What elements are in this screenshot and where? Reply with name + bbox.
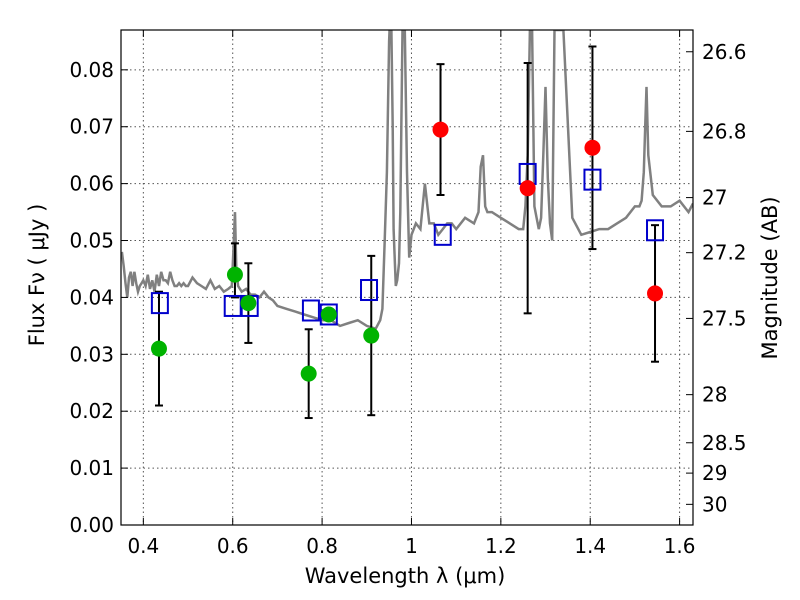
mag-tick-label: 26.8 [702,119,747,143]
mag-tick-label: 30 [702,492,727,516]
tick-labels: 0.4 0.6 0.8 1 1.2 1.4 1.6 0.00 0.01 0.02 0.03 0.04 0… [69,40,746,558]
model-spectrum-line [121,30,693,331]
y-tick-label: 0.01 [69,456,114,480]
axis-ticks [121,30,693,526]
y-tick-label: 0.00 [69,513,114,537]
y-axis-label: Flux Fν ( μJy ) [25,204,49,347]
x-tick-label: 0.8 [306,534,338,558]
circle-marker [240,295,257,312]
plot-data [121,30,693,420]
square-marker [433,223,452,246]
mag-tick-label: 27.5 [702,306,747,330]
circle-marker [226,266,243,283]
circle-marker [519,180,536,197]
data-markers [150,121,665,382]
circle-marker [300,365,317,382]
mag-tick-label: 29 [702,461,727,485]
mag-tick-label: 28 [702,383,727,407]
x-tick-label: 0.4 [127,534,159,558]
y-tick-label: 0.06 [69,172,114,196]
circle-marker [432,121,449,138]
x-tick-label: 1.4 [574,534,606,558]
y-tick-label: 0.03 [69,342,114,366]
x-tick-label: 1.2 [485,534,517,558]
x-tick-label: 1.6 [664,534,696,558]
y-tick-label: 0.05 [69,229,114,253]
x-tick-label: 1 [405,534,418,558]
plot-frame [120,29,694,526]
circle-marker [363,327,380,344]
right-axis-label: Magnitude (AB) [758,196,782,359]
circle-marker [320,306,337,323]
mag-tick-label: 26.6 [702,40,747,64]
x-axis-label: Wavelength λ (μm) [305,564,506,588]
mag-tick-label: 27 [702,186,727,210]
square-marker [360,279,379,302]
square-marker [301,299,320,322]
circle-marker [647,285,664,302]
x-tick-label: 0.6 [217,534,249,558]
circle-marker [584,139,601,156]
mag-tick-label: 28.5 [702,431,747,455]
y-tick-label: 0.07 [69,115,114,139]
square-marker [583,168,602,191]
y-tick-label: 0.08 [69,58,114,82]
square-marker [150,292,169,315]
square-marker [646,219,665,242]
circle-marker [150,340,167,357]
mag-tick-label: 27.2 [702,241,747,265]
y-tick-label: 0.04 [69,285,114,309]
y-tick-label: 0.02 [69,399,114,423]
